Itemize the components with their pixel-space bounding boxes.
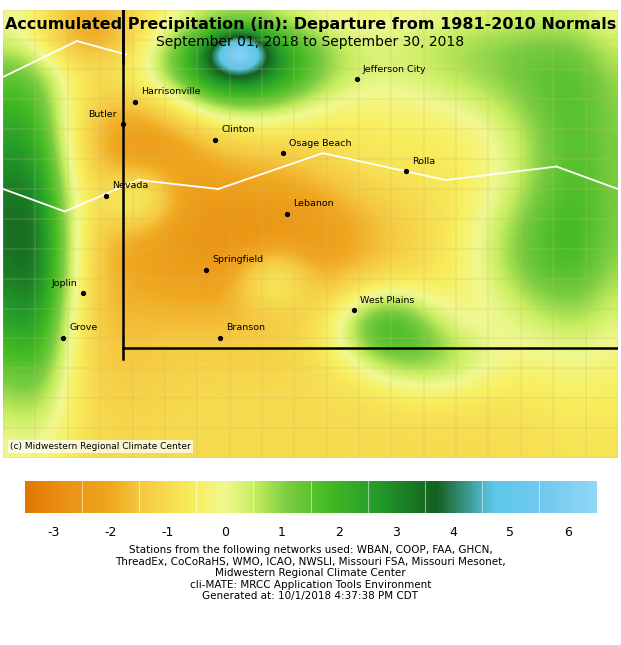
Text: 5: 5 — [507, 526, 514, 539]
Text: Butler: Butler — [88, 110, 117, 119]
Text: 3: 3 — [392, 526, 400, 539]
Text: Jefferson City: Jefferson City — [363, 64, 427, 74]
Text: Accumulated Precipitation (in): Departure from 1981-2010 Normals: Accumulated Precipitation (in): Departur… — [5, 17, 616, 32]
Text: September 01, 2018 to September 30, 2018: September 01, 2018 to September 30, 2018 — [156, 35, 465, 50]
Text: Grove: Grove — [70, 323, 97, 332]
Text: Osage Beach: Osage Beach — [289, 139, 351, 148]
Text: -1: -1 — [161, 526, 174, 539]
Text: 2: 2 — [335, 526, 343, 539]
Text: Springfield: Springfield — [212, 255, 263, 264]
Text: (c) Midwestern Regional Climate Center: (c) Midwestern Regional Climate Center — [11, 442, 191, 451]
Text: Branson: Branson — [225, 323, 265, 332]
Text: 0: 0 — [221, 526, 229, 539]
Text: 4: 4 — [450, 526, 457, 539]
Text: Stations from the following networks used: WBAN, COOP, FAA, GHCN,
ThreadEx, CoCo: Stations from the following networks use… — [115, 545, 506, 601]
Text: Nevada: Nevada — [112, 181, 149, 190]
Text: 1: 1 — [278, 526, 286, 539]
Text: -3: -3 — [47, 526, 60, 539]
Text: Clinton: Clinton — [221, 125, 255, 134]
Text: West Plains: West Plains — [360, 295, 414, 304]
Text: Rolla: Rolla — [412, 157, 435, 166]
Text: -2: -2 — [104, 526, 117, 539]
Text: 6: 6 — [564, 526, 571, 539]
Text: Joplin: Joplin — [51, 279, 77, 288]
Text: Lebanon: Lebanon — [293, 199, 334, 208]
Text: Harrisonville: Harrisonville — [142, 87, 201, 96]
